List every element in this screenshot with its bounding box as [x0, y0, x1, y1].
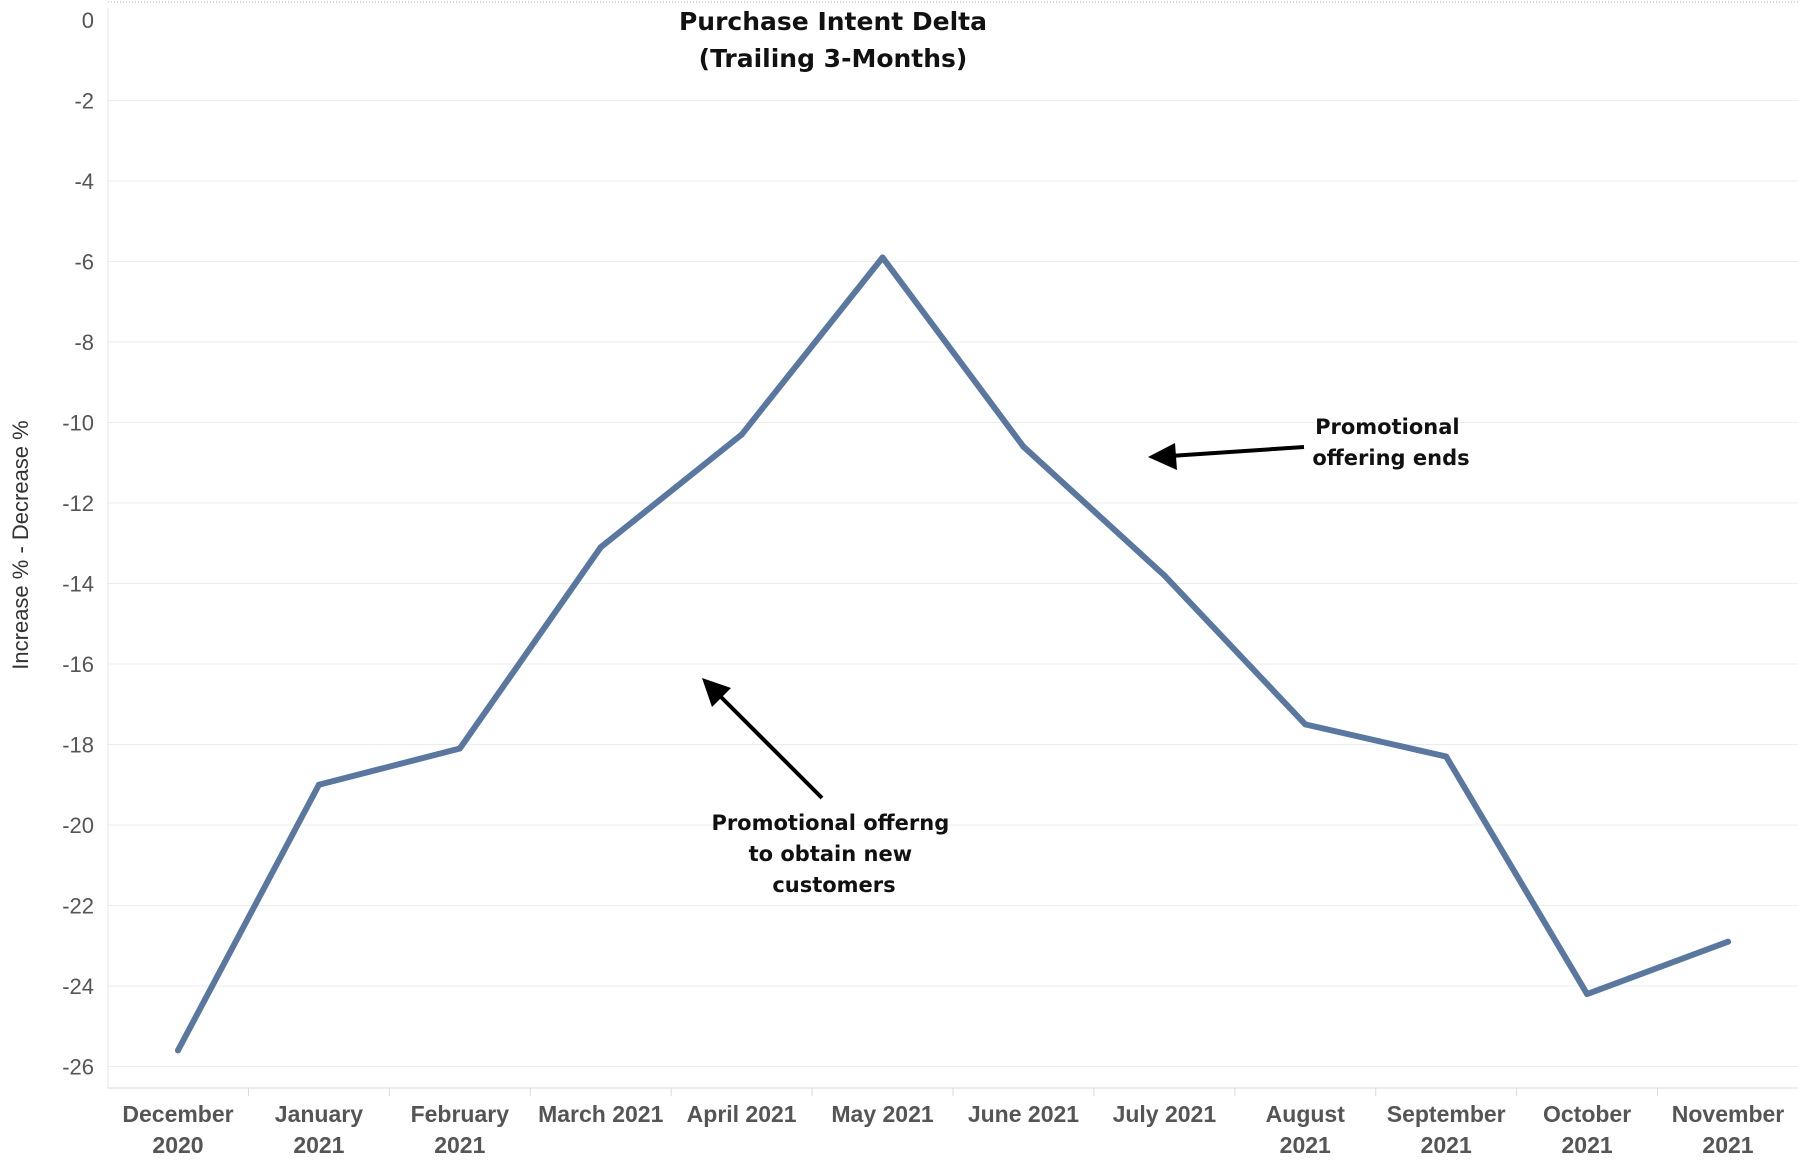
x-axis-separators [247, 1088, 1659, 1096]
y-tick-label: -4 [74, 169, 94, 194]
annotation-1-line-1: Promotional [1315, 415, 1459, 439]
y-tick-label: -14 [62, 572, 94, 597]
x-tick-label: July 2021 [1113, 1101, 1217, 1127]
x-tick-label: April 2021 [687, 1101, 797, 1127]
annotation-2-line-1: Promotional offerng [711, 811, 949, 835]
series-layer [175, 254, 1731, 1054]
x-tick-label: October 2021 [1543, 1101, 1631, 1158]
y-tick-label: -24 [62, 974, 94, 999]
data-point [315, 781, 322, 788]
annotation-arrow-2 [714, 690, 824, 800]
x-tick-label: June 2021 [968, 1101, 1079, 1127]
y-tick-label: -2 [74, 89, 94, 114]
annotation-promotional-offering: Promotional offerng to obtain new custom… [702, 678, 956, 897]
y-tick-label: 0 [82, 8, 94, 33]
data-point [1443, 753, 1450, 760]
annotation-2-line-2: to obtain new [749, 842, 913, 866]
data-point [1725, 938, 1731, 945]
x-axis-ticks: December 2020 January 2021 February 2021 March… [122, 1101, 1784, 1158]
x-tick-label: March 2021 [538, 1101, 664, 1127]
y-tick-label: -8 [74, 330, 94, 355]
data-point [175, 1047, 181, 1054]
gridlines [107, 8, 1798, 1088]
data-point [1302, 721, 1309, 728]
x-tick-label: February 2021 [411, 1101, 510, 1158]
annotation-offering-ends: Promotional offering ends [1148, 415, 1470, 470]
y-tick-label: -26 [62, 1055, 94, 1080]
data-point [456, 745, 463, 752]
y-tick-label: -10 [62, 411, 94, 436]
data-point [738, 431, 745, 438]
annotation-arrow-1 [1169, 445, 1305, 458]
y-tick-label: -18 [62, 733, 94, 758]
data-point [1584, 991, 1591, 998]
x-tick-label: May 2021 [831, 1101, 934, 1127]
y-tick-label: -12 [62, 491, 94, 516]
annotation-2-line-3: customers [772, 873, 895, 897]
arrowhead-1 [1148, 443, 1177, 470]
annotation-text-1: Promotional offering ends [1312, 415, 1469, 470]
data-point [879, 254, 886, 261]
y-tick-label: -16 [62, 652, 94, 677]
chart-subtitle: (Trailing 3-Months) [699, 44, 968, 73]
y-tick-label: -6 [74, 250, 94, 275]
annotation-text-2: Promotional offerng to obtain new custom… [711, 811, 956, 897]
y-tick-label: -20 [62, 813, 94, 838]
annotation-1-line-2: offering ends [1312, 446, 1469, 470]
x-tick-label: September 2021 [1387, 1101, 1506, 1158]
data-point [1161, 572, 1168, 579]
data-point [597, 544, 604, 551]
y-tick-label: -22 [62, 894, 94, 919]
series-line [175, 254, 1731, 1054]
x-tick-label: November 2021 [1672, 1101, 1785, 1158]
x-tick-label: August 2021 [1266, 1101, 1346, 1158]
arrowhead-2 [702, 678, 731, 707]
x-tick-label: January 2021 [275, 1101, 363, 1158]
x-tick-label: December 2020 [122, 1101, 233, 1158]
y-axis-label: Increase % - Decrease % [8, 420, 33, 669]
y-axis-ticks: 0 -2 -4 -6 -8 -10 -12 -14 -16 -18 -20 -22 -24 -26 [62, 8, 94, 1080]
chart-title: Purchase Intent Delta [679, 7, 987, 36]
data-point [1020, 443, 1027, 450]
